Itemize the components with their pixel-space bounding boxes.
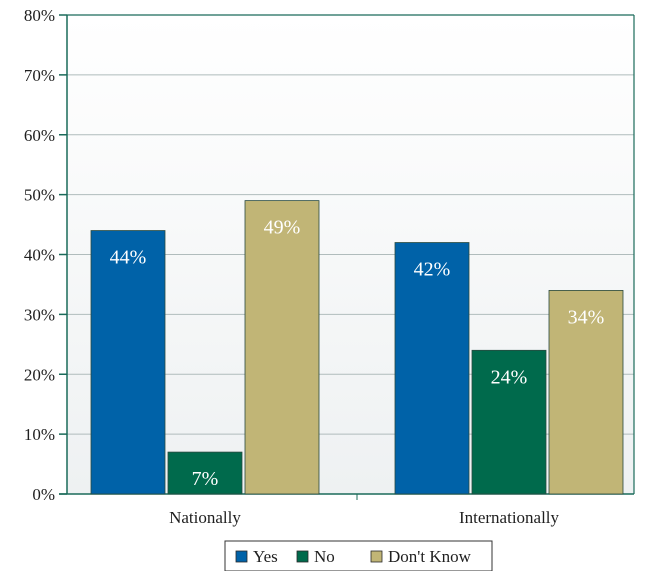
legend-label: No	[314, 547, 335, 566]
bar	[471, 349, 547, 495]
data-label: 42%	[414, 259, 451, 281]
x-category-label: Internationally	[459, 508, 560, 527]
y-tick-label: 20%	[24, 365, 55, 384]
labels: 44% 7% 49% 42% 24% 34%	[110, 217, 605, 490]
bar	[244, 200, 320, 495]
legend: Yes No Don't Know	[224, 540, 493, 571]
y-tick-label: 10%	[24, 425, 55, 444]
legend-swatch	[235, 550, 248, 563]
y-tick-label: 40%	[24, 246, 55, 265]
data-label: 7%	[192, 468, 219, 490]
bars	[90, 200, 624, 495]
bar	[90, 230, 166, 495]
y-tick-label: 70%	[24, 66, 55, 85]
y-tick-label: 80%	[24, 6, 55, 25]
legend-label: Yes	[253, 547, 278, 566]
y-tick-label: 50%	[24, 186, 55, 205]
data-label: 49%	[264, 217, 301, 239]
bar	[548, 290, 624, 495]
y-tick-label: 60%	[24, 126, 55, 145]
legend-box	[224, 540, 493, 571]
data-label: 34%	[568, 306, 605, 328]
legend-label: Don't Know	[388, 547, 472, 566]
legend-swatch	[296, 550, 309, 563]
y-tick-label: 0%	[32, 485, 55, 504]
data-label: 24%	[491, 366, 528, 388]
x-category-label: Nationally	[169, 508, 241, 527]
data-label: 44%	[110, 247, 147, 269]
bar	[167, 451, 243, 495]
y-tick-label: 30%	[24, 305, 55, 324]
bar	[394, 242, 470, 495]
legend-swatch	[370, 550, 383, 563]
